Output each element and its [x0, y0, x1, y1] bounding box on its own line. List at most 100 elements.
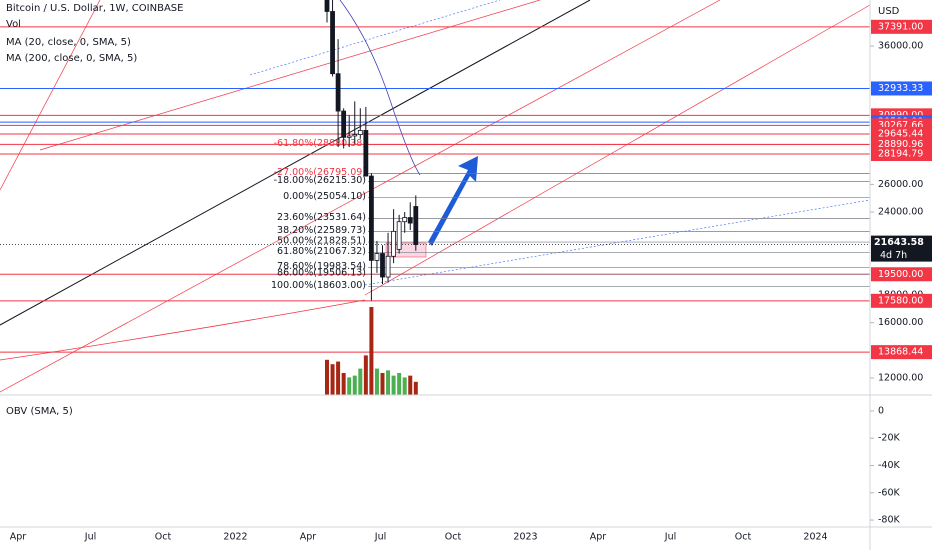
- y-tick-label: 36000.00: [878, 41, 923, 52]
- chart-title: Bitcoin / U.S. Dollar, 1W, COINBASE: [6, 3, 183, 14]
- volume-bar: [391, 375, 396, 395]
- fib-label: 0.00%(25054.10): [283, 191, 366, 202]
- volume-bar: [358, 368, 363, 395]
- candle-body: [330, 11, 335, 75]
- y-tick-label: 24000.00: [878, 207, 923, 218]
- fib-label: 86.00%(19506.13): [277, 268, 366, 279]
- y-tick-label: 16000.00: [878, 317, 923, 328]
- fib-label: -27.00%(26795.09): [274, 167, 366, 178]
- x-tick-label: Apr: [590, 532, 607, 543]
- volume-bar: [330, 364, 335, 395]
- level-label: 13868.44: [878, 347, 923, 358]
- legend-item: Vol: [6, 19, 21, 30]
- obv-title: OBV (SMA, 5): [6, 406, 73, 417]
- legend-item: MA (200, close, 0, SMA, 5): [6, 53, 137, 64]
- trend-line: [364, 199, 871, 286]
- level-label: 28194.79: [878, 149, 923, 160]
- level-label: 28890.96: [878, 139, 923, 150]
- trend-line: [364, 4, 871, 296]
- legend-item: MA (20, close, 0, SMA, 5): [6, 37, 131, 48]
- x-tick-label: 2024: [803, 532, 827, 543]
- y-tick-label: -20K: [878, 433, 901, 444]
- candle-body: [363, 130, 369, 177]
- x-tick-label: Jul: [374, 532, 386, 543]
- candle-body: [396, 221, 402, 250]
- volume-bar: [380, 373, 385, 395]
- level-badge: [871, 147, 932, 162]
- x-tick-label: Oct: [735, 532, 752, 543]
- fib-label: 23.60%(23531.64): [277, 212, 366, 223]
- level-badge: [871, 267, 932, 282]
- y-tick-label: -80K: [878, 515, 901, 526]
- volume-bar: [341, 373, 346, 395]
- level-label: 30267.66: [878, 120, 923, 131]
- volume-bar: [363, 355, 368, 395]
- volume-bar: [336, 361, 341, 395]
- fib-label: 100.00%(18603.00): [271, 280, 366, 291]
- candle-body: [380, 253, 385, 278]
- candle-body: [402, 217, 408, 223]
- x-tick-label: Oct: [155, 532, 172, 543]
- level-label: 17580.00: [878, 295, 923, 306]
- x-tick-label: Apr: [300, 532, 317, 543]
- level-badge: [871, 81, 932, 96]
- y-tick-label: -40K: [878, 460, 901, 471]
- volume-bar: [369, 307, 374, 395]
- countdown: 4d 7h: [880, 250, 907, 261]
- volume-bar: [408, 375, 413, 395]
- candle-body: [341, 110, 347, 138]
- volume-bar: [325, 359, 329, 395]
- candle-body: [352, 134, 358, 137]
- x-tick-label: Jul: [664, 532, 676, 543]
- fib-label: 61.80%(21067.32): [277, 246, 366, 257]
- volume-bar: [402, 377, 407, 395]
- candle-body: [346, 135, 352, 138]
- x-tick-label: Apr: [10, 532, 27, 543]
- candle-body: [368, 175, 374, 261]
- candle-body: [407, 217, 413, 224]
- level-badge: [871, 345, 932, 360]
- candle-body: [374, 253, 380, 261]
- volume-bar: [352, 375, 357, 395]
- fib-label: 78.60%(19983.54): [277, 261, 366, 272]
- candle-body: [413, 206, 419, 246]
- x-tick-label: Oct: [445, 532, 462, 543]
- fib-label: 38.20%(22589.73): [277, 225, 366, 236]
- volume-bar: [347, 377, 352, 395]
- y-tick-label: 12000.00: [878, 372, 923, 383]
- volume-bar: [374, 368, 379, 395]
- fib-label: -18.00%(26215.30): [274, 175, 366, 186]
- fib-label: -61.80%(28880.38): [274, 138, 366, 149]
- trend-line: [0, 0, 591, 326]
- x-tick-label: Jul: [84, 532, 96, 543]
- level-label: 19500.00: [878, 269, 923, 280]
- fib-label: 50.00%(21828.51): [277, 236, 366, 247]
- level-label: 29645.44: [878, 128, 923, 139]
- currency: USD: [878, 6, 900, 17]
- candle-body: [324, 0, 330, 12]
- ma-line: [339, 0, 421, 176]
- volume-bar: [413, 381, 418, 395]
- level-label: 37391.00: [878, 21, 923, 32]
- arrow: [428, 156, 478, 246]
- volume-bar: [386, 370, 391, 395]
- candle-body: [335, 73, 341, 112]
- x-tick-label: 2022: [223, 532, 247, 543]
- candle-body: [357, 130, 363, 135]
- level-badge: [871, 19, 932, 34]
- candle-body: [385, 255, 391, 278]
- x-tick-label: 2023: [513, 532, 537, 543]
- last-price-label: 21643.58: [874, 237, 924, 248]
- trend-line: [0, 0, 101, 191]
- volume-bar: [397, 373, 402, 395]
- plot: -61.80%(28880.38) -27.00%(26795.09)-18.00…: [0, 0, 870, 395]
- axes: 36000.0026000.0024000.0018000.0016000.00…: [10, 19, 932, 543]
- trend-line: [0, 0, 721, 393]
- y-tick-label: 0: [878, 405, 884, 416]
- y-tick-label: -60K: [878, 487, 901, 498]
- trend-line: [249, 0, 501, 76]
- y-tick-label: 26000.00: [878, 179, 923, 190]
- level-label: 32933.33: [878, 83, 923, 94]
- last-price-badge: [871, 235, 932, 262]
